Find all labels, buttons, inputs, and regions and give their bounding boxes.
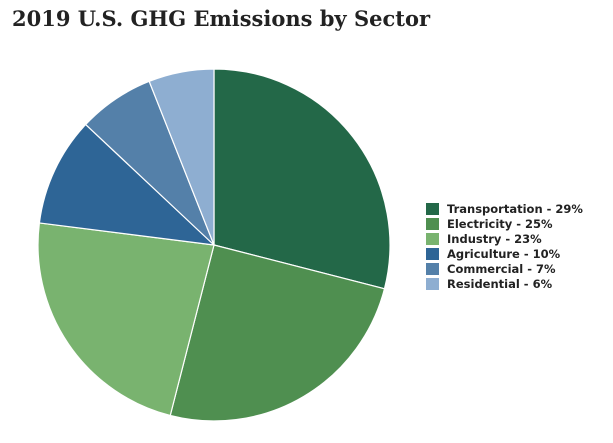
legend-label: Residential - 6% (447, 276, 553, 291)
legend-swatch (426, 202, 439, 215)
legend-label: Commercial - 7% (447, 261, 556, 276)
pie-slices (37, 68, 391, 422)
legend-swatch (426, 232, 439, 245)
legend-swatch (426, 247, 439, 260)
legend-item-industry[interactable]: Industry - 23% (426, 231, 583, 246)
legend-label: Industry - 23% (447, 231, 542, 246)
legend-item-electricity[interactable]: Electricity - 25% (426, 216, 583, 231)
legend-item-agriculture[interactable]: Agriculture - 10% (426, 246, 583, 261)
legend-swatch (426, 217, 439, 230)
chart-title: 2019 U.S. GHG Emissions by Sector (12, 6, 431, 31)
legend-item-residential[interactable]: Residential - 6% (426, 276, 583, 291)
pie-slice-transportation[interactable] (213, 68, 391, 290)
pie-slice-electricity[interactable] (169, 244, 386, 422)
legend-item-commercial[interactable]: Commercial - 7% (426, 261, 583, 276)
legend-label: Electricity - 25% (447, 216, 553, 231)
legend-label: Agriculture - 10% (447, 246, 561, 261)
pie-slice-residential[interactable] (148, 68, 215, 246)
legend: Transportation - 29% Electricity - 25% Ind… (426, 201, 583, 291)
legend-item-transportation[interactable]: Transportation - 29% (426, 201, 583, 216)
legend-swatch (426, 277, 439, 290)
pie-slice-industry[interactable] (37, 222, 215, 417)
legend-label: Transportation - 29% (447, 201, 583, 216)
legend-swatch (426, 262, 439, 275)
pie-slice-agriculture[interactable] (38, 123, 215, 246)
